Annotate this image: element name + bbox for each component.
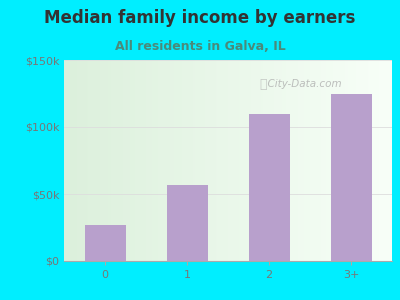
Text: City-Data.com: City-Data.com [261,79,342,89]
Bar [84,225,126,261]
Text: Median family income by earners: Median family income by earners [44,9,356,27]
Text: ⌕: ⌕ [259,78,267,91]
Text: All residents in Galva, IL: All residents in Galva, IL [115,40,285,53]
Bar [330,94,372,261]
Bar [248,114,290,261]
Bar [166,184,208,261]
